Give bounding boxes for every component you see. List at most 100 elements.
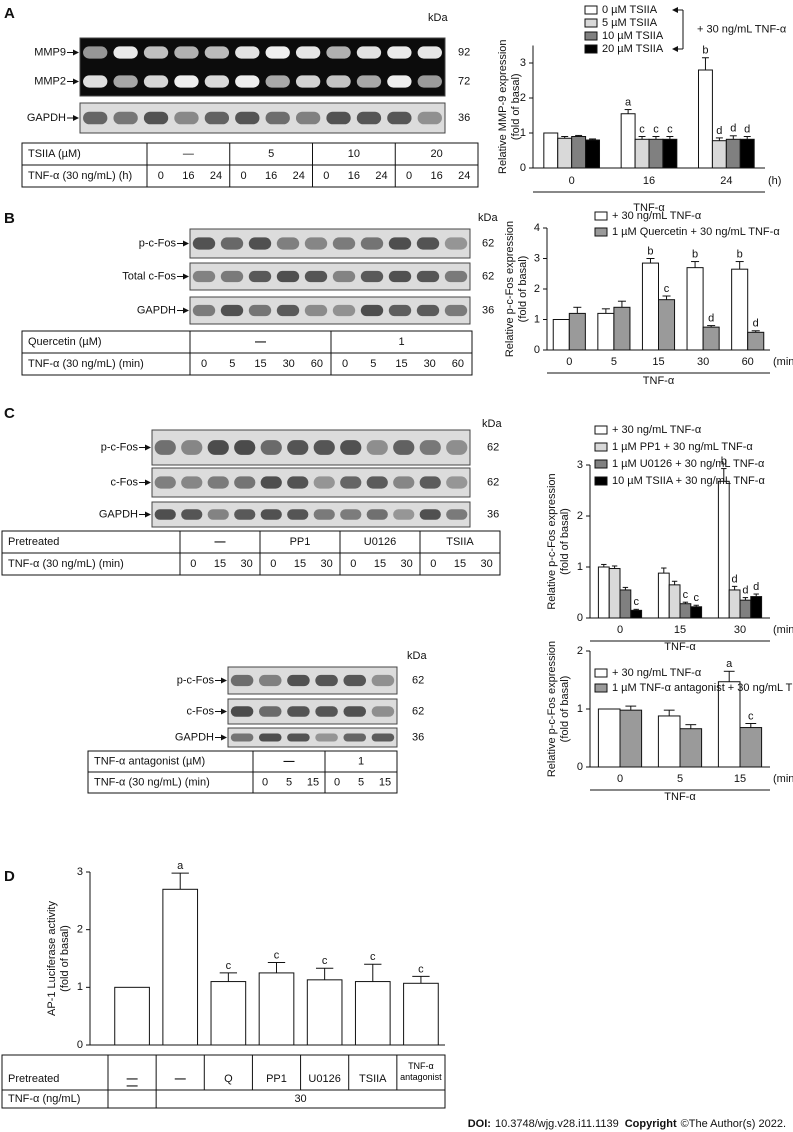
significance-letter: c: [748, 710, 754, 722]
bar: [739, 727, 763, 768]
table-lane: 15: [395, 358, 407, 370]
protein-label: c-Fos: [111, 476, 139, 488]
blot-band: [371, 706, 395, 717]
blot-band: [235, 75, 260, 88]
table-group: PP1: [290, 536, 311, 548]
kda-value: 36: [458, 112, 470, 124]
blot-band: [154, 476, 176, 489]
blot-band: [343, 733, 367, 742]
y-axis-label: Relative p-c-Fos expression: [546, 473, 558, 609]
blot-band: [258, 674, 282, 687]
y-tick-label: 0: [534, 344, 540, 356]
y-tick-label: 2: [77, 924, 83, 936]
bar: [597, 312, 615, 351]
blot-band: [204, 75, 230, 88]
kda-header: kDa: [407, 650, 427, 662]
table-lane: 0: [406, 170, 412, 182]
significance-letter: a: [726, 658, 733, 670]
bar: [258, 972, 295, 1046]
table-lane: 15: [214, 558, 226, 570]
legend-label: 5 µM TSIIA: [602, 17, 658, 29]
blot-box: [79, 37, 446, 97]
blot-band: [304, 304, 328, 317]
table-lane: 15: [307, 776, 319, 788]
protein-label: c-Fos: [187, 705, 215, 717]
significance-letter: c: [274, 949, 280, 961]
table-lane: 15: [379, 776, 391, 788]
table-lane: 0: [334, 776, 340, 788]
blot-band: [416, 304, 440, 317]
x-axis-label: TNF-α: [664, 791, 696, 803]
blot-band: [260, 509, 282, 520]
table-lane: 16: [182, 170, 194, 182]
blot-band: [181, 476, 203, 489]
legend-swatch: [584, 5, 598, 15]
blot-band: [207, 509, 229, 520]
blot-band: [313, 509, 335, 520]
significance-letter: d: [742, 585, 748, 597]
x-tick-label: 5: [611, 356, 617, 368]
blot-band: [366, 440, 388, 455]
table-lane: 16: [431, 170, 443, 182]
table-row-label: TNF-α (30 ng/mL) (min): [8, 558, 124, 570]
blot-band: [315, 706, 338, 717]
x-unit: (min): [773, 356, 793, 368]
y-tick-label: 3: [77, 866, 83, 878]
y-tick-label: 3: [534, 252, 540, 264]
bar: [620, 113, 636, 169]
table-lane: 16: [265, 170, 277, 182]
blot-band: [220, 304, 244, 317]
significance-letter: c: [370, 951, 376, 963]
bar: [571, 136, 587, 169]
table-lane: 30: [283, 358, 295, 370]
blot-band: [304, 270, 328, 283]
y-tick-label: 2: [520, 92, 526, 104]
table-group: —: [183, 148, 194, 160]
table-lane: 60: [452, 358, 464, 370]
x-tick-label: 30: [697, 356, 709, 368]
bar: [648, 138, 664, 169]
bar: [697, 69, 713, 169]
blot-band: [260, 440, 282, 455]
x-tick-label: 16: [643, 175, 655, 187]
blot-band: [444, 270, 468, 283]
blot-band: [276, 237, 300, 250]
table-lane: 5: [229, 358, 235, 370]
blot-band: [393, 440, 415, 455]
bar: [162, 888, 199, 1046]
bar: [543, 132, 559, 169]
significance-letter: c: [639, 123, 645, 135]
blot-band: [295, 75, 321, 88]
blot-band: [234, 476, 256, 489]
kda-header: kDa: [478, 212, 498, 224]
protein-label: MMP9: [34, 46, 66, 58]
bar: [725, 138, 741, 169]
significance-letter: c: [683, 589, 689, 601]
y-tick-label: 3: [577, 459, 583, 471]
y-tick-label: 1: [577, 703, 583, 715]
blot-box: [151, 429, 471, 466]
blot-band: [287, 706, 310, 717]
protein-label: p-c-Fos: [139, 237, 177, 249]
table-cell: PP1: [266, 1073, 287, 1085]
blot-band: [287, 509, 309, 520]
blot-band: [416, 237, 440, 250]
legend-label: 1 µM PP1 + 30 ng/mL TNF-α: [612, 441, 753, 453]
bar: [711, 140, 727, 169]
blot-band: [287, 733, 310, 742]
bar: [739, 599, 752, 619]
table-lane: 0: [323, 170, 329, 182]
bar: [686, 267, 704, 351]
y-tick-label: 0: [577, 612, 583, 624]
blot-band: [343, 706, 367, 717]
blot-band: [304, 237, 328, 250]
legend-swatch: [584, 18, 598, 28]
bar: [641, 262, 659, 351]
blot-band: [174, 111, 199, 125]
blot-box: [79, 102, 446, 134]
legend-swatch: [594, 668, 608, 678]
legend-swatch: [594, 211, 608, 221]
blot-band: [366, 509, 388, 520]
blot-band: [113, 75, 138, 88]
bar: [568, 312, 586, 351]
